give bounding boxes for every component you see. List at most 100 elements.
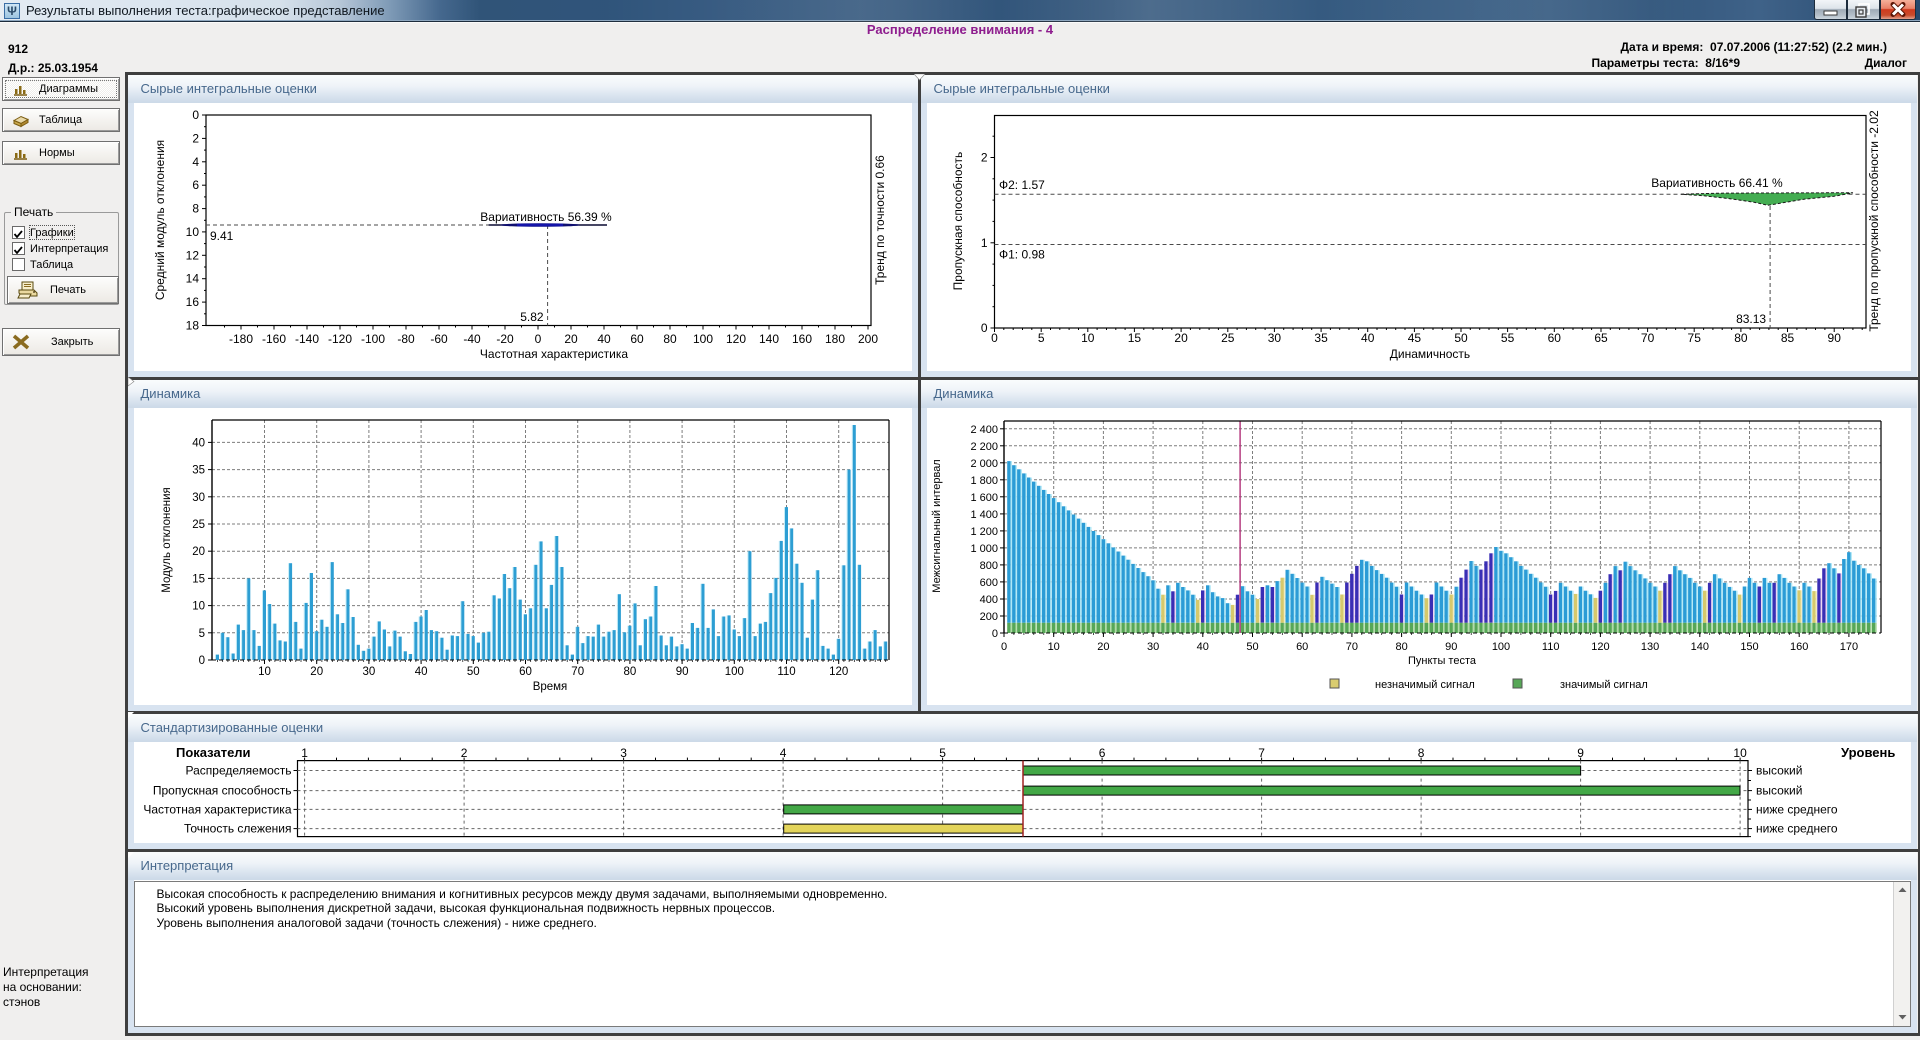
svg-text:1 800: 1 800 — [970, 475, 998, 487]
svg-text:1 600: 1 600 — [970, 492, 998, 504]
svg-text:Пропускная способность: Пропускная способность — [153, 784, 292, 798]
svg-text:10: 10 — [1733, 746, 1747, 760]
svg-text:130: 130 — [1641, 641, 1659, 653]
svg-text:14: 14 — [186, 272, 200, 286]
svg-text:180: 180 — [825, 332, 845, 346]
svg-text:90: 90 — [1445, 641, 1457, 653]
svg-text:55: 55 — [1501, 331, 1515, 345]
svg-text:2 000: 2 000 — [970, 458, 998, 470]
svg-text:5: 5 — [1038, 331, 1045, 345]
svg-text:45: 45 — [1408, 331, 1422, 345]
svg-text:10: 10 — [1081, 331, 1095, 345]
svg-text:Пункты теста: Пункты теста — [1408, 655, 1477, 667]
svg-text:-40: -40 — [463, 332, 481, 346]
svg-text:200: 200 — [980, 611, 998, 623]
svg-text:-60: -60 — [430, 332, 448, 346]
svg-text:1 200: 1 200 — [970, 526, 998, 538]
svg-text:200: 200 — [858, 332, 878, 346]
svg-text:-180: -180 — [229, 332, 253, 346]
svg-text:35: 35 — [192, 465, 205, 477]
svg-text:Средний модуль отклонения: Средний модуль отклонения — [153, 140, 167, 300]
svg-text:20: 20 — [192, 546, 205, 558]
svg-text:2 400: 2 400 — [970, 424, 998, 436]
svg-text:-80: -80 — [397, 332, 415, 346]
svg-text:Распределяемость: Распределяемость — [186, 764, 292, 778]
svg-text:160: 160 — [1790, 641, 1808, 653]
svg-text:Пропускная способность: Пропускная способность — [951, 152, 965, 291]
svg-text:4: 4 — [192, 155, 199, 169]
svg-text:ниже среднего: ниже среднего — [1756, 802, 1838, 816]
svg-text:Частотная характеристика: Частотная характеристика — [480, 347, 628, 361]
svg-text:0: 0 — [991, 331, 998, 345]
svg-text:140: 140 — [1691, 641, 1709, 653]
svg-text:незначимый сигнал: незначимый сигнал — [1375, 679, 1475, 691]
svg-text:120: 120 — [829, 666, 848, 678]
svg-text:20: 20 — [1174, 331, 1188, 345]
svg-text:40: 40 — [597, 332, 611, 346]
svg-text:65: 65 — [1594, 331, 1608, 345]
svg-text:90: 90 — [676, 666, 689, 678]
svg-text:Точность слежения: Точность слежения — [184, 822, 292, 836]
svg-text:30: 30 — [1268, 331, 1282, 345]
svg-text:40: 40 — [1361, 331, 1375, 345]
svg-text:110: 110 — [777, 666, 795, 678]
svg-text:15: 15 — [192, 573, 205, 585]
svg-text:7: 7 — [1258, 746, 1265, 760]
svg-text:4: 4 — [780, 746, 787, 760]
svg-text:10: 10 — [192, 601, 205, 613]
svg-text:40: 40 — [1197, 641, 1209, 653]
svg-text:10: 10 — [1048, 641, 1060, 653]
svg-text:Частотная характеристика: Частотная характеристика — [143, 802, 291, 816]
svg-text:1: 1 — [301, 746, 308, 760]
svg-text:40: 40 — [192, 437, 205, 449]
svg-text:Тренд по пропускной способност: Тренд по пропускной способности -2.02 — [1867, 110, 1881, 332]
svg-text:2: 2 — [461, 746, 468, 760]
svg-text:80: 80 — [624, 666, 637, 678]
svg-text:Вариативность 66.41 %: Вариативность 66.41 % — [1651, 176, 1783, 190]
svg-text:2: 2 — [981, 151, 988, 165]
svg-text:9: 9 — [1577, 746, 1584, 760]
svg-text:12: 12 — [186, 248, 200, 262]
svg-text:100: 100 — [1492, 641, 1510, 653]
svg-text:16: 16 — [186, 295, 200, 309]
svg-text:-120: -120 — [328, 332, 352, 346]
svg-text:75: 75 — [1688, 331, 1702, 345]
svg-text:110: 110 — [1542, 641, 1560, 653]
svg-text:800: 800 — [980, 560, 998, 572]
svg-text:высокий: высокий — [1756, 764, 1802, 778]
svg-text:5: 5 — [939, 746, 946, 760]
svg-text:-140: -140 — [295, 332, 319, 346]
svg-text:60: 60 — [1548, 331, 1562, 345]
svg-text:80: 80 — [1734, 331, 1748, 345]
svg-text:0: 0 — [1001, 641, 1007, 653]
svg-text:1: 1 — [981, 236, 988, 250]
svg-text:70: 70 — [571, 666, 584, 678]
svg-text:60: 60 — [1296, 641, 1308, 653]
svg-text:20: 20 — [1097, 641, 1109, 653]
svg-text:6: 6 — [1099, 746, 1106, 760]
svg-text:85: 85 — [1781, 331, 1795, 345]
svg-text:140: 140 — [759, 332, 779, 346]
svg-text:83.13: 83.13 — [1736, 312, 1766, 326]
svg-text:0: 0 — [535, 332, 542, 346]
svg-text:2: 2 — [192, 131, 199, 145]
svg-text:-160: -160 — [262, 332, 286, 346]
svg-text:Межсигнальный интервал: Межсигнальный интервал — [931, 459, 943, 592]
svg-text:Тренд по точности 0.66: Тренд по точности 0.66 — [873, 155, 887, 285]
svg-text:18: 18 — [186, 319, 200, 333]
svg-text:50: 50 — [1454, 331, 1468, 345]
svg-text:3: 3 — [620, 746, 627, 760]
svg-text:60: 60 — [630, 332, 644, 346]
svg-text:30: 30 — [1147, 641, 1159, 653]
svg-text:0: 0 — [992, 628, 998, 640]
svg-text:100: 100 — [725, 666, 744, 678]
svg-text:15: 15 — [1128, 331, 1142, 345]
svg-text:80: 80 — [1395, 641, 1407, 653]
svg-text:30: 30 — [363, 666, 376, 678]
svg-text:Ф1: 0.98: Ф1: 0.98 — [999, 248, 1045, 262]
svg-text:150: 150 — [1740, 641, 1758, 653]
svg-text:0: 0 — [192, 108, 199, 122]
svg-text:10: 10 — [258, 666, 271, 678]
svg-text:70: 70 — [1641, 331, 1655, 345]
svg-text:0: 0 — [199, 655, 205, 667]
